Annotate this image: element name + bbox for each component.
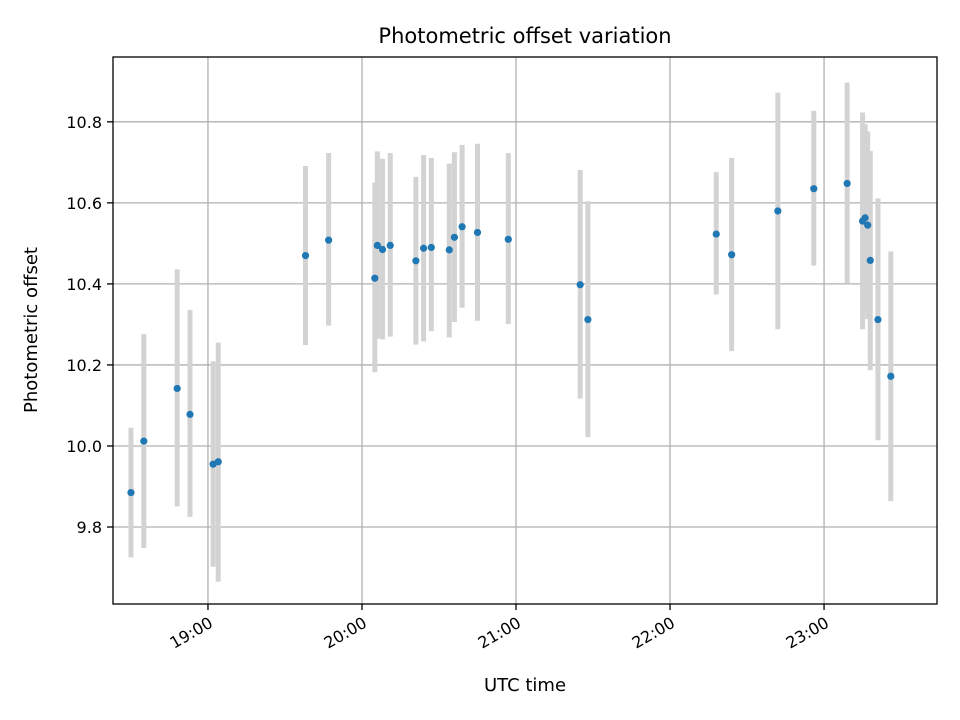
data-point (810, 185, 818, 193)
data-point (458, 223, 466, 231)
y-tick-label: 9.8 (77, 518, 102, 537)
chart-title: Photometric offset variation (378, 24, 671, 48)
y-tick-label: 10.8 (66, 113, 102, 132)
data-point (728, 251, 736, 259)
y-axis-label: Photometric offset (21, 247, 42, 413)
data-point (861, 214, 869, 222)
data-point (378, 245, 387, 254)
y-tick-label: 10.2 (66, 356, 102, 375)
data-point (874, 315, 882, 324)
data-point (301, 251, 310, 260)
data-point (712, 230, 720, 238)
y-tick-label: 10.0 (66, 437, 102, 456)
data-point (420, 244, 428, 252)
data-point (412, 257, 420, 265)
data-point (127, 488, 135, 497)
data-point (386, 241, 394, 250)
plot-frame (112, 56, 938, 605)
data-point (887, 372, 895, 380)
y-tick-label: 10.4 (66, 275, 102, 294)
grid-lines (113, 57, 937, 604)
data-point (186, 410, 194, 418)
data-point (173, 384, 181, 393)
data-point (504, 235, 512, 243)
data-point (325, 236, 333, 244)
data-point (584, 315, 592, 324)
data-point (576, 281, 584, 289)
data-point (864, 221, 872, 229)
y-axis-ticks: 9.8 10.0 10.2 10.4 10.6 10.8 (66, 113, 113, 537)
data-point (373, 241, 381, 250)
data-point (371, 274, 379, 282)
data-point (774, 207, 782, 215)
y-tick-label: 10.6 (66, 194, 102, 213)
data-point (866, 256, 874, 265)
x-axis-label: UTC time (484, 675, 566, 696)
data-point (450, 233, 459, 241)
data-point (427, 243, 435, 252)
data-point (445, 246, 453, 254)
data-point (214, 458, 222, 466)
data-point (473, 228, 482, 237)
data-points (127, 179, 895, 497)
data-point (140, 437, 148, 445)
data-point (843, 179, 851, 188)
